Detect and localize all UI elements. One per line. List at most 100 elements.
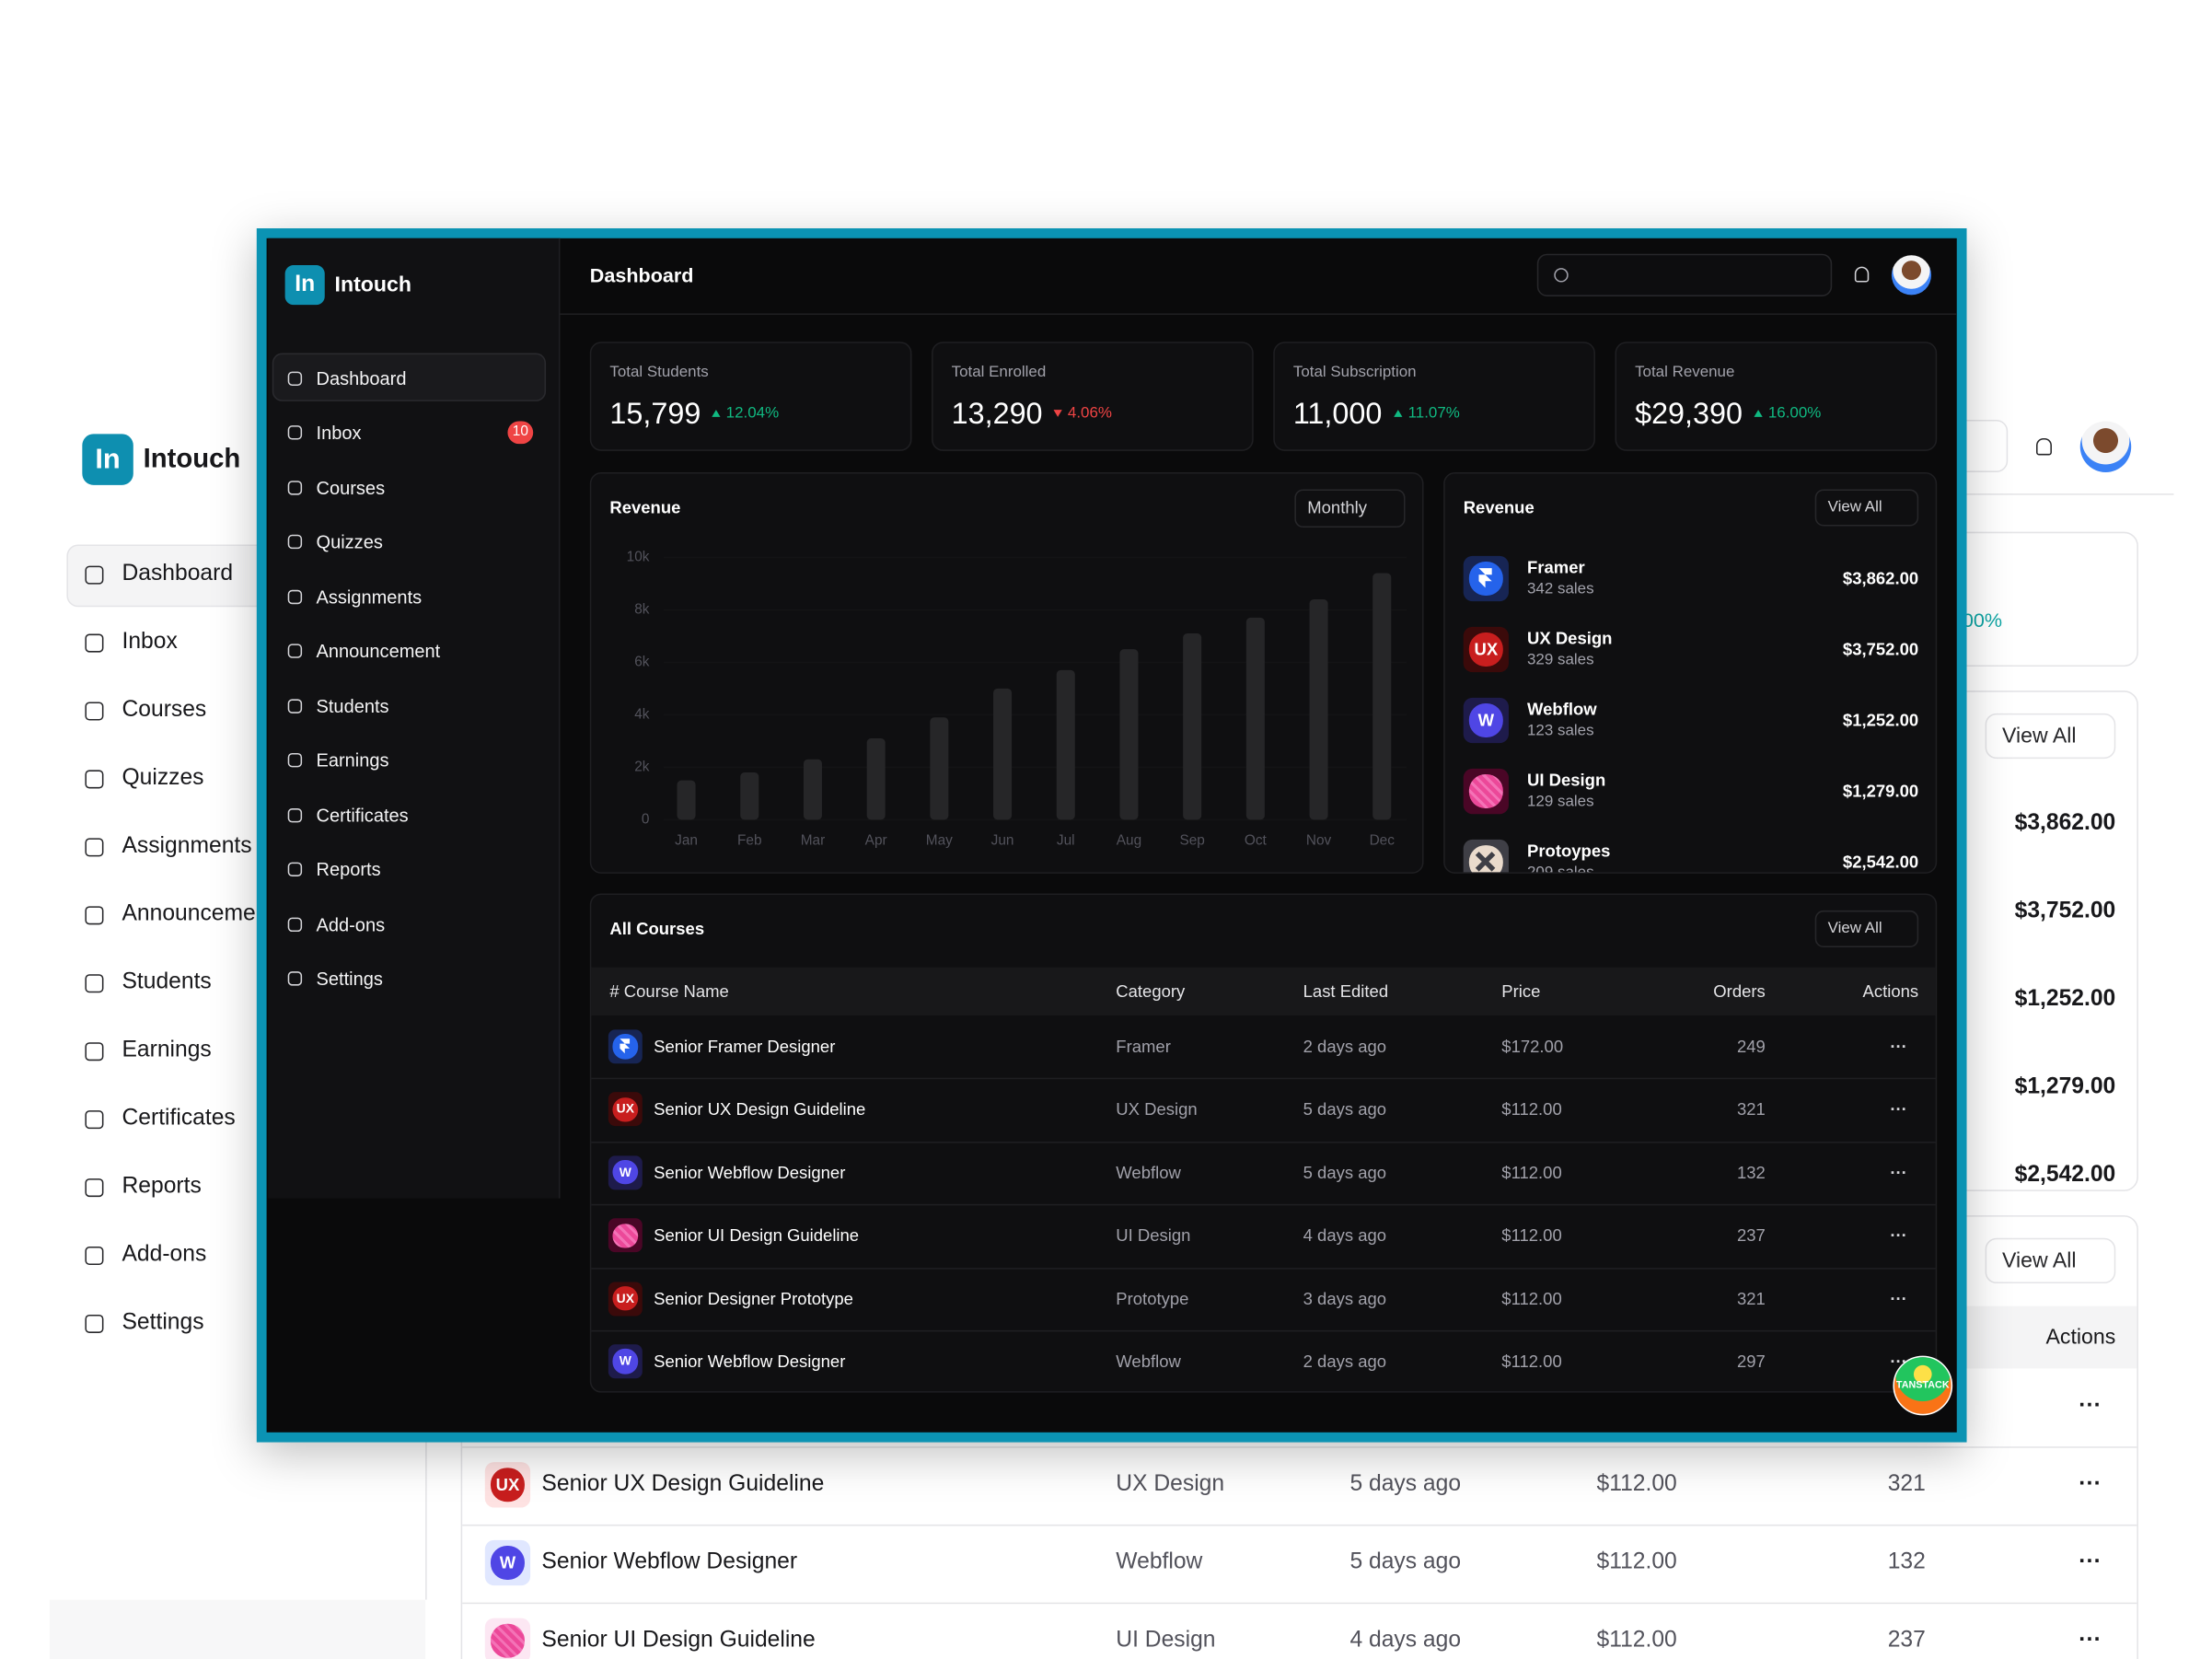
x-tick-label: Sep — [1179, 833, 1204, 849]
nav-item[interactable]: Courses — [316, 476, 386, 498]
nav-item[interactable]: Certificates — [316, 804, 409, 826]
x-tick-label: Jun — [991, 833, 1014, 849]
nav-item[interactable]: Students — [122, 969, 212, 994]
nav-item[interactable]: Assignments — [316, 586, 423, 608]
course-orders: 321 — [1736, 1099, 1766, 1120]
nav-item[interactable]: Settings — [122, 1310, 204, 1335]
row-actions[interactable]: ··· — [1890, 1099, 1907, 1120]
nav-item[interactable]: Announcement — [316, 640, 441, 662]
row-actions[interactable]: ··· — [2079, 1549, 2102, 1574]
nav-item[interactable]: Add-ons — [316, 913, 386, 935]
course-price: $112.00 — [1596, 1628, 1677, 1653]
courses-title: All Courses — [609, 919, 705, 939]
bell[interactable] — [1854, 266, 1870, 283]
course-category: UI Design — [1116, 1225, 1191, 1246]
course-edited: 5 days ago — [1349, 1549, 1462, 1574]
stat-label: Total Enrolled — [951, 364, 1047, 381]
nav-icon — [84, 1178, 103, 1197]
nav-item[interactable]: Add-ons — [122, 1242, 207, 1267]
stat-card — [1273, 342, 1595, 451]
brand-logo-text: In — [95, 444, 121, 476]
nav-icon — [287, 807, 303, 822]
item-name: Framer — [1527, 557, 1585, 577]
nav-item[interactable]: Quizzes — [316, 530, 383, 552]
avatar[interactable] — [1891, 255, 1932, 296]
revenue-amount: $1,279.00 — [2014, 1074, 2116, 1099]
icon — [1469, 774, 1503, 808]
nav-item[interactable]: Students — [316, 694, 389, 716]
nav-icon — [84, 1246, 103, 1265]
item-amount: $3,862.00 — [1842, 568, 1919, 589]
icon — [491, 1546, 525, 1580]
bar — [1372, 573, 1392, 820]
course-price: $112.00 — [1501, 1099, 1562, 1120]
row-actions[interactable]: ··· — [1890, 1162, 1907, 1183]
view-all-btn[interactable] — [1985, 1237, 2116, 1284]
nav-item[interactable]: Assignments — [122, 833, 252, 858]
course-edited: 4 days ago — [1349, 1628, 1462, 1653]
nav-item[interactable]: Reports — [122, 1174, 202, 1199]
x-tick-label: Jan — [675, 833, 698, 849]
view-all[interactable]: View All — [2002, 1248, 2077, 1273]
row-divider — [462, 1602, 2137, 1605]
bar — [866, 738, 886, 820]
nav-item[interactable]: Earnings — [122, 1038, 212, 1062]
course-category: Prototype — [1116, 1288, 1189, 1309]
view-all-btn[interactable] — [1985, 713, 2116, 760]
course-price: $112.00 — [1501, 1225, 1562, 1246]
inbox-badge-count: 10 — [512, 423, 528, 440]
row-actions[interactable]: ··· — [1890, 1225, 1907, 1246]
nav-icon — [287, 971, 303, 986]
stat-change: 16.00% — [1767, 404, 1822, 423]
view-all-btn[interactable] — [1814, 489, 1919, 527]
nav-item[interactable]: Settings — [316, 968, 383, 990]
row-divider — [591, 1267, 1936, 1270]
row-divider — [591, 1329, 1936, 1332]
item-amount: $1,252.00 — [1842, 710, 1919, 731]
period-select-label[interactable]: Monthly — [1307, 497, 1367, 518]
nav-item[interactable]: Inbox — [122, 629, 178, 655]
nav-item[interactable]: Earnings — [316, 749, 389, 771]
nav-item[interactable]: Inbox — [316, 422, 362, 444]
nav-item[interactable]: Certificates — [122, 1106, 236, 1131]
nav-icon — [84, 973, 103, 992]
x-tick-label: Mar — [801, 833, 826, 849]
chart: 0 2k 4k 6k 8k 10k Jan Feb Mar Apr May Jun Jul Aug Sep O… — [627, 549, 1407, 849]
row-actions[interactable]: ··· — [2079, 1628, 2102, 1653]
nav-item[interactable]: Courses — [122, 697, 207, 723]
nav-item[interactable]: Reports — [316, 858, 381, 880]
row-actions[interactable]: ··· — [2079, 1394, 2102, 1419]
nav-item[interactable]: Dashboard — [122, 561, 234, 586]
course-orders: 321 — [1736, 1288, 1766, 1309]
view-all[interactable]: View All — [1827, 919, 1882, 937]
devtools-badge-label[interactable]: TANSTACK — [1895, 1380, 1950, 1391]
period-select[interactable] — [1294, 489, 1406, 528]
search-box[interactable] — [1536, 253, 1833, 296]
row-actions[interactable]: ··· — [1890, 1037, 1907, 1057]
y-tick-label: 10k — [627, 549, 650, 564]
header-border — [560, 313, 1957, 315]
view-all[interactable]: View All — [1827, 498, 1882, 516]
nav-item[interactable]: Announcement — [122, 901, 275, 926]
row-actions[interactable]: ··· — [2079, 1471, 2102, 1497]
icon — [613, 1096, 638, 1122]
view-all[interactable]: View All — [2002, 724, 2077, 748]
stat-change: 4.06% — [1067, 404, 1112, 423]
nav-item[interactable]: Dashboard — [316, 366, 407, 389]
devtools-badge[interactable] — [1893, 1355, 1953, 1416]
course-price: $112.00 — [1501, 1352, 1562, 1372]
stat-label: Total Subscription — [1292, 364, 1417, 381]
view-all-btn[interactable] — [1814, 910, 1919, 947]
x-tick-label: Nov — [1306, 833, 1332, 849]
bar — [803, 759, 822, 820]
row-actions[interactable]: ··· — [1890, 1288, 1907, 1309]
y-tick-label: 6k — [634, 654, 650, 669]
icon-label: W — [1477, 710, 1495, 731]
nav-item[interactable]: Quizzes — [122, 765, 204, 791]
icon — [1469, 562, 1503, 596]
course-name: Senior Framer Designer — [654, 1037, 836, 1057]
nav-icon — [287, 644, 303, 658]
row-divider — [591, 1141, 1936, 1143]
item-sales: 329 sales — [1527, 651, 1594, 669]
